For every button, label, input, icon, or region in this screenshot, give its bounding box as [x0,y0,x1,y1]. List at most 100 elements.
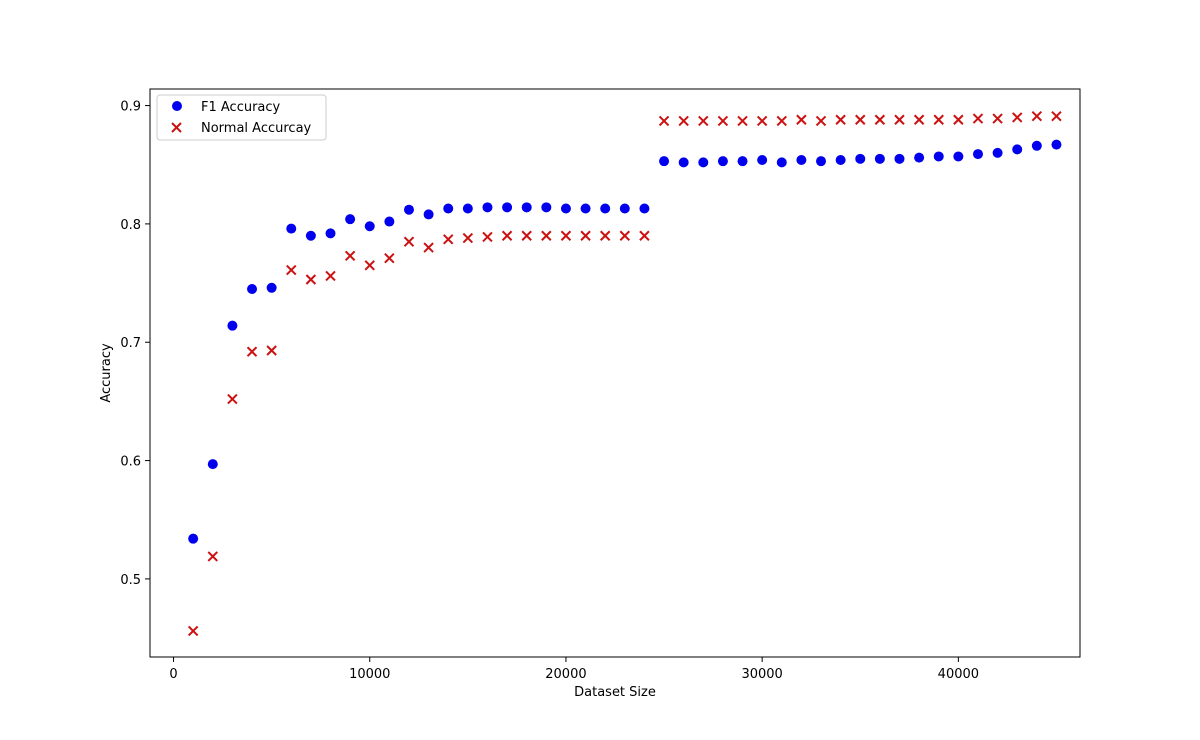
normal-accuracy-point [384,253,395,264]
f1-accuracy-point [992,147,1003,158]
y-tick-label: 0.5 [120,573,141,588]
f1-accuracy-point [207,459,218,470]
normal-accuracy-point [874,114,886,125]
normal-accuracy-point [266,345,277,356]
f1-accuracy-point [247,283,258,294]
f1-accuracy-point [364,221,375,232]
normal-accuracy-point [658,115,670,127]
normal-accuracy-point [698,115,709,127]
normal-accuracy-point [992,113,1003,124]
normal-accuracy-point [639,230,650,241]
f1-accuracy-point [659,156,670,167]
f1-accuracy-point [305,230,316,241]
normal-accuracy-point [619,230,631,241]
f1-accuracy-point [874,153,885,164]
normal-accuracy-point [678,115,689,127]
legend-f1-label: F1 Accuracy [201,100,281,115]
normal-accuracy-point [717,115,729,127]
legend-normal-label: Normal Accurcay [201,121,312,136]
normal-accuracy-point [187,625,199,637]
plot-frame [149,88,1081,658]
x-tick-label: 20000 [545,667,586,682]
normal-accuracy-point [855,114,866,125]
y-tick-label: 0.6 [120,455,141,470]
f1-accuracy-point [403,204,414,215]
f1-accuracy-point [1012,144,1023,155]
f1-accuracy-point [560,203,571,214]
normal-accuracy-point [501,230,513,241]
f1-accuracy-point [776,157,787,168]
f1-accuracy-point [443,203,454,214]
data-marks [187,111,1062,637]
f1-accuracy-point [933,151,944,162]
y-tick-label: 0.9 [120,100,141,115]
normal-accuracy-point [796,114,807,125]
f1-accuracy-point [639,203,650,214]
normal-accuracy-point [560,230,572,241]
normal-accuracy-point [443,234,454,245]
legend-normal-marker [171,122,182,133]
normal-accuracy-point [482,231,493,243]
f1-accuracy-point [482,202,493,213]
f1-accuracy-point [541,202,552,213]
normal-accuracy-point [894,114,905,125]
normal-accuracy-point [344,250,356,262]
normal-accuracy-point [756,115,768,127]
x-tick-label: 40000 [938,667,979,682]
normal-accuracy-point [403,236,415,247]
normal-accuracy-point [305,274,317,285]
normal-accuracy-point [1031,111,1043,122]
f1-accuracy-point [462,203,473,214]
x-tick-label: 0 [169,667,177,682]
f1-accuracy-point [423,209,434,220]
y-tick-label: 0.8 [120,218,141,233]
f1-accuracy-point [698,157,709,168]
f1-accuracy-point [835,155,846,165]
normal-accuracy-point [227,393,238,405]
f1-accuracy-point [502,202,513,213]
x-axis-label: Dataset Size [574,685,656,700]
f1-accuracy-point [188,533,199,544]
y-tick-label: 0.7 [120,336,141,351]
f1-accuracy-point [1031,140,1042,151]
f1-accuracy-point [600,203,611,214]
normal-accuracy-point [1012,112,1023,123]
legend-f1-marker [172,101,182,111]
normal-accuracy-point [541,230,552,241]
normal-accuracy-point [815,115,827,127]
normal-accuracy-point [933,114,944,125]
f1-accuracy-point [855,153,866,164]
normal-accuracy-point [462,232,474,244]
normal-accuracy-point [286,264,297,276]
x-tick-label: 10000 [349,667,390,682]
f1-accuracy-point [737,156,748,167]
x-tick-label: 30000 [741,667,782,682]
normal-accuracy-point [423,242,434,253]
normal-accuracy-point [737,115,748,127]
f1-accuracy-point [972,149,983,160]
normal-accuracy-point [972,113,984,124]
normal-accuracy-point [835,114,846,125]
normal-accuracy-point [599,230,611,241]
normal-accuracy-point [580,230,591,241]
f1-accuracy-point [953,151,964,162]
normal-accuracy-point [1051,111,1062,122]
f1-accuracy-point [757,155,768,165]
normal-accuracy-point [521,230,532,241]
normal-accuracy-point [913,114,925,125]
f1-accuracy-point [266,282,277,293]
normal-accuracy-point [776,115,787,127]
f1-accuracy-point [914,152,925,163]
legend: F1 Accuracy Normal Accurcay [156,94,327,141]
f1-accuracy-point [384,216,395,227]
f1-accuracy-point [325,228,336,239]
normal-accuracy-point [953,114,964,125]
y-axis-label: Accuracy [99,343,114,403]
normal-accuracy-point [325,270,336,282]
f1-accuracy-point [816,156,827,167]
f1-accuracy-point [1051,139,1062,150]
normal-accuracy-point [207,551,218,562]
legend-box [156,94,327,141]
f1-accuracy-point [345,214,356,225]
